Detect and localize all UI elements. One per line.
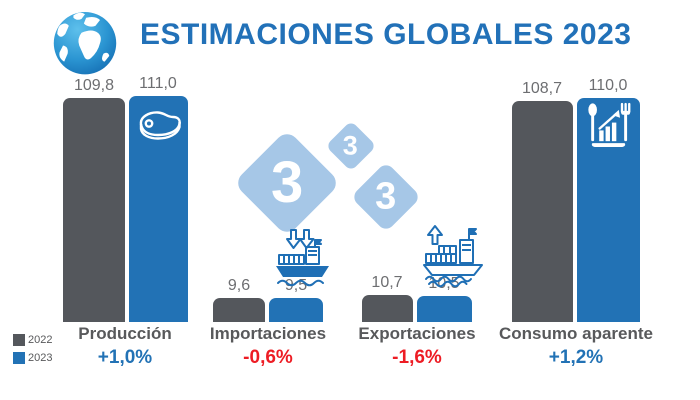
bar-importaciones-2023: [269, 298, 323, 322]
watermark-333-medium: 3: [350, 161, 422, 233]
value-consumo-2022: 108,7: [521, 80, 563, 97]
value-importaciones-2022: 9,6: [227, 277, 251, 294]
bar-importaciones-2022: [213, 298, 265, 322]
legend-label-2023: 2023: [28, 352, 53, 364]
page-title: ESTIMACIONES GLOBALES 2023: [140, 18, 632, 51]
value-exportaciones-2022: 10,7: [371, 274, 403, 291]
watermark-digit: 3: [270, 149, 304, 215]
export-ship-icon: [423, 224, 485, 288]
value-produccion-2023: 111,0: [139, 75, 177, 92]
legend: 2022 2023: [13, 331, 52, 367]
bar-produccion-2022: [63, 98, 125, 322]
steak-icon: [136, 108, 182, 146]
value-consumo-2023: 110,0: [588, 77, 628, 94]
change-pct-exportaciones: -1,6%: [392, 347, 442, 368]
consumption-dining-icon: [586, 102, 631, 151]
bar-consumo-2022: [512, 101, 573, 322]
value-produccion-2022: 109,8: [73, 77, 115, 94]
legend-label-2022: 2022: [28, 334, 53, 346]
watermark-digit: 3: [343, 130, 359, 161]
globe-icon: [46, 5, 124, 79]
watermark-333-large: 3: [233, 129, 341, 237]
bar-exportaciones-2022: [362, 295, 413, 322]
watermark-digit: 3: [375, 175, 397, 218]
legend-swatch-2023: [13, 352, 25, 364]
category-label-produccion: Producción: [78, 324, 172, 343]
change-pct-produccion: +1,0%: [97, 347, 153, 368]
legend-item-2023: 2023: [13, 349, 52, 367]
category-label-exportaciones: Exportaciones: [358, 324, 476, 343]
import-ship-icon: [274, 229, 336, 289]
change-pct-consumo: +1,2%: [548, 347, 604, 368]
legend-item-2022: 2022: [13, 331, 52, 349]
bar-produccion-2023: [129, 96, 188, 322]
bar-exportaciones-2023: [417, 296, 472, 322]
legend-swatch-2022: [13, 334, 25, 346]
watermark-333-small: 3: [325, 120, 377, 172]
change-pct-importaciones: -0,6%: [243, 347, 293, 368]
category-label-consumo: Consumo aparente: [499, 324, 653, 343]
category-label-importaciones: Importaciones: [209, 324, 327, 343]
